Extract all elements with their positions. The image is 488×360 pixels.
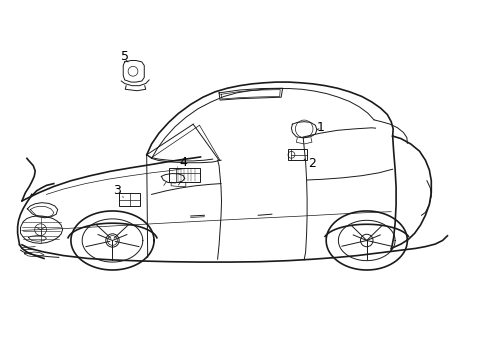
Text: 1: 1 <box>316 121 324 134</box>
Text: 2: 2 <box>307 157 315 170</box>
Text: 3: 3 <box>113 184 121 197</box>
Bar <box>168 168 200 182</box>
Bar <box>119 193 140 206</box>
Text: 4: 4 <box>179 156 187 168</box>
Circle shape <box>107 235 117 246</box>
Text: 5: 5 <box>121 50 128 63</box>
Bar <box>287 149 306 160</box>
